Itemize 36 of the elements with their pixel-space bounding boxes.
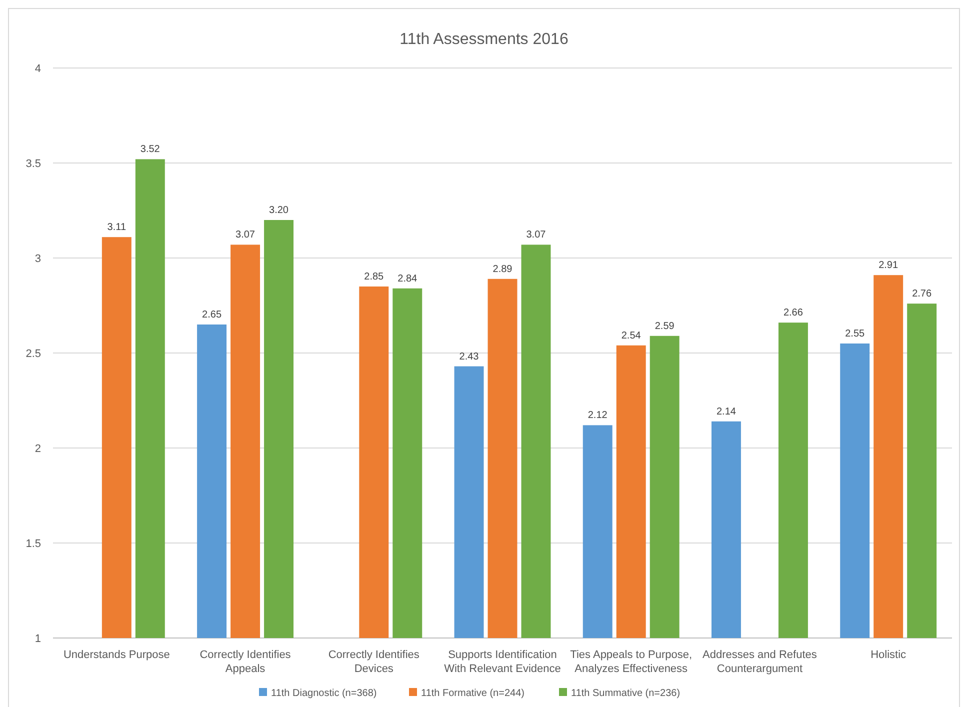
data-label: 2.65	[202, 310, 222, 320]
data-label: 2.66	[783, 308, 804, 319]
legend-label: 11th Summative (n=236)	[571, 688, 680, 699]
x-tick-label: Holistic	[870, 649, 907, 661]
data-label: 2.89	[492, 264, 513, 275]
data-label: 2.85	[364, 272, 384, 282]
chart-title: 11th Assessments 2016	[400, 31, 568, 48]
data-label: 2.91	[878, 260, 899, 272]
data-label: 2.55	[845, 328, 866, 340]
data-label: 2.54	[621, 330, 642, 342]
data-label: 3.11	[107, 222, 126, 234]
x-tick-label: Correctly Identifies Appeals	[200, 649, 292, 675]
legend-label: 11th Diagnostic (n=368)	[271, 688, 377, 699]
y-tick-label: 1	[34, 633, 41, 645]
data-label: 2.14	[716, 406, 736, 418]
y-tick-label: 2.5	[26, 348, 41, 360]
x-tick-label: Supports Identification With Relevant Evidence	[444, 649, 561, 675]
y-tick-label: 3	[34, 253, 41, 265]
data-label: 3.52	[140, 144, 160, 156]
y-tick-label: 1.5	[26, 538, 41, 550]
data-label: 3.07	[526, 230, 546, 241]
x-tick-label: Addresses and Refutes Counterargument	[702, 649, 818, 675]
y-tick-label: 2	[34, 443, 41, 455]
data-label: 2.43	[459, 351, 480, 362]
x-tick-label: Ties Appeals to Purpose, Analyzes Effectiveness	[570, 649, 692, 675]
data-label: 2.12	[588, 410, 608, 422]
y-tick-label: 4	[34, 63, 41, 75]
x-tick-label: Understands Purpose	[63, 649, 170, 661]
data-label: 2.76	[912, 288, 932, 300]
data-label: 3.20	[269, 205, 289, 216]
x-tick-label: Correctly Identifies Devices	[328, 649, 420, 675]
y-tick-label: 3.5	[26, 158, 41, 170]
data-label: 3.07	[236, 230, 256, 241]
legend-label: 11th Formative (n=244)	[421, 688, 524, 699]
data-label: 2.59	[654, 320, 675, 332]
data-label: 2.84	[398, 273, 418, 284]
